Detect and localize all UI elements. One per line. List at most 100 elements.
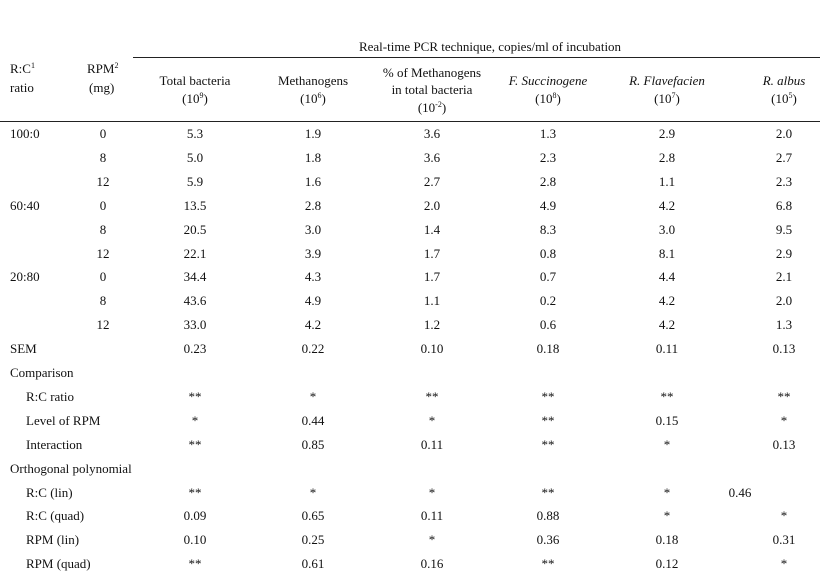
rpm-cell: 12: [96, 245, 110, 261]
rc-header-sup: 1: [30, 61, 35, 70]
value-cell: 2.3: [775, 173, 793, 189]
rc-header-line2: ratio: [10, 80, 34, 95]
significance-cell: **: [777, 388, 791, 404]
unit-exponent: 8: [552, 91, 557, 100]
unit-base: (10: [535, 91, 553, 106]
column-header-unit: (109): [182, 91, 208, 106]
value-cell: 1.7: [423, 245, 441, 261]
value-cell: 1.3: [539, 126, 557, 141]
sem-value: 0.18: [536, 341, 560, 357]
unit-base: (10: [771, 91, 789, 106]
orthogonal-row-label: R:C (quad): [26, 508, 85, 524]
rpm-cell: 0: [99, 197, 107, 213]
header-bottom-rule: [0, 121, 820, 122]
column-header-unit: (105): [771, 91, 797, 106]
value-cell: 43.6: [183, 293, 207, 309]
significance-cell: 0.12: [655, 556, 679, 572]
value-cell: 2.3: [539, 149, 557, 165]
column-header-unit: (107): [654, 91, 680, 106]
rpm-cell: 0: [99, 269, 107, 285]
value-cell: 2.7: [423, 173, 441, 189]
spanner-rule: [133, 57, 820, 58]
significance-cell: 0.31: [772, 532, 796, 548]
significance-cell: 0.88: [536, 508, 560, 524]
value-cell: 2.0: [775, 126, 793, 141]
column-header-unit: (10-2): [418, 101, 446, 115]
value-cell: 34.4: [183, 269, 207, 285]
rc-ratio-cell: 100:0: [10, 126, 40, 141]
value-cell: 2.9: [775, 245, 793, 261]
rpm-cell: 12: [96, 317, 110, 333]
unit-exponent: 5: [788, 91, 793, 100]
value-cell: 22.1: [183, 245, 207, 261]
value-cell: 9.5: [775, 221, 793, 237]
significance-cell: **: [541, 556, 555, 572]
rpm-header-sup: 2: [114, 61, 119, 70]
significance-cell: *: [663, 484, 671, 500]
significance-cell: **: [541, 436, 555, 452]
column-header-title: Methanogens: [277, 73, 349, 88]
value-cell: 1.8: [304, 149, 322, 165]
rc-header-text: R:C: [10, 61, 31, 76]
value-cell: 4.3: [304, 269, 322, 285]
column-header-title: Total bacteria: [159, 73, 231, 88]
significance-cell: *: [663, 508, 671, 524]
orthogonal-label: Orthogonal polynomial: [10, 460, 132, 476]
significance-cell: *: [663, 436, 671, 452]
significance-cell: *: [309, 388, 317, 404]
value-cell: 1.9: [304, 126, 322, 141]
sem-value: 0.22: [301, 341, 325, 357]
value-cell: 33.0: [183, 317, 207, 333]
significance-cell: 0.18: [655, 532, 679, 548]
column-header-title: F. Succinogene: [508, 73, 588, 88]
rpm-cell: 12: [96, 173, 110, 189]
significance-cell: **: [188, 436, 202, 452]
orthogonal-row-label: R:C (lin): [26, 484, 73, 500]
significance-cell: 0.85: [301, 436, 325, 452]
significance-cell: 0.44: [301, 412, 325, 428]
value-cell: 1.3: [775, 317, 793, 333]
unit-close: ): [675, 91, 680, 106]
value-cell: 2.1: [775, 269, 793, 285]
value-cell: 0.7: [539, 269, 557, 285]
value-cell: 1.2: [423, 317, 441, 333]
significance-cell: 0.61: [301, 556, 325, 572]
value-cell: 5.0: [186, 149, 204, 165]
value-cell: 2.8: [658, 149, 676, 165]
value-cell: 3.9: [304, 245, 322, 261]
comparison-row-label: R:C ratio: [26, 388, 75, 404]
sem-value: 0.10: [420, 341, 444, 357]
significance-cell: 0.36: [536, 532, 560, 548]
significance-cell: 0.25: [301, 532, 325, 548]
value-cell: 20.5: [183, 221, 207, 237]
rc-ratio-cell: 20:80: [10, 269, 40, 285]
value-cell: 2.0: [775, 293, 793, 309]
sem-value: 0.13: [772, 341, 796, 357]
value-cell: 8.1: [658, 245, 676, 261]
significance-cell: *: [191, 412, 199, 428]
value-cell: 1.1: [658, 173, 676, 189]
rc-header: R:C1: [10, 61, 35, 76]
significance-cell: *: [309, 484, 317, 500]
significance-cell: 0.46: [728, 484, 752, 500]
value-cell: 3.6: [423, 126, 441, 141]
significance-cell: 0.13: [772, 436, 796, 452]
comparison-label: Comparison: [10, 365, 74, 380]
rpm-header-text: RPM: [87, 61, 115, 76]
value-cell: 3.0: [658, 221, 676, 237]
value-cell: 2.9: [658, 126, 676, 141]
significance-cell: **: [188, 388, 202, 404]
significance-cell: **: [425, 388, 439, 404]
significance-cell: 0.15: [655, 412, 679, 428]
rc-ratio-cell: 60:40: [10, 197, 40, 213]
unit-close: ): [321, 91, 326, 106]
significance-cell: *: [428, 532, 436, 548]
comparison-row-label: Interaction: [26, 436, 83, 452]
unit-base: (10: [182, 91, 200, 106]
value-cell: 4.9: [304, 293, 322, 309]
value-cell: 3.0: [304, 221, 322, 237]
value-cell: 1.4: [423, 221, 441, 237]
sem-value: 0.11: [655, 341, 679, 357]
value-cell: 0.6: [539, 317, 557, 333]
value-cell: 4.2: [658, 197, 676, 213]
